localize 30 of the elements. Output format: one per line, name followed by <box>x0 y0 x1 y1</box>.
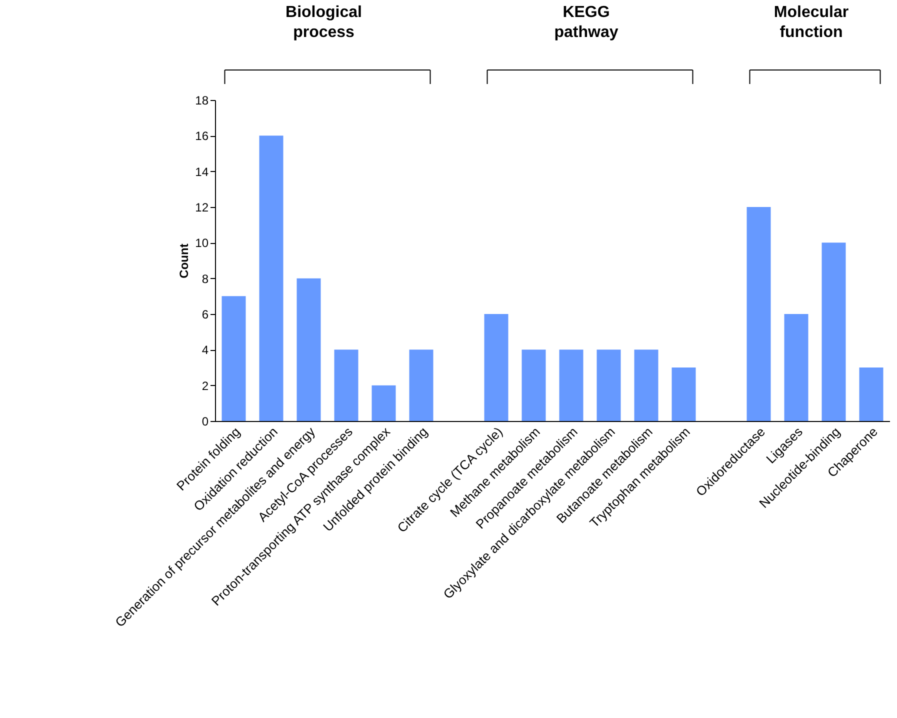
y-tick-label: 6 <box>202 308 209 322</box>
bar <box>222 296 246 421</box>
y-tick-label: 4 <box>202 343 209 358</box>
bar <box>409 350 434 421</box>
y-tick-label: 16 <box>195 129 209 144</box>
bar <box>334 350 358 421</box>
bar <box>522 350 546 421</box>
bar <box>484 314 508 421</box>
bar <box>372 385 396 421</box>
y-tick-label: 12 <box>195 200 209 214</box>
y-axis-title: Count <box>177 244 192 278</box>
bar <box>672 368 696 421</box>
y-tick-label: 0 <box>202 414 209 428</box>
bar <box>822 242 846 421</box>
bar <box>596 350 621 421</box>
bar <box>634 350 658 421</box>
y-tick-label: 10 <box>195 236 209 250</box>
bar <box>259 136 284 421</box>
text: KEGG pathway <box>554 4 618 41</box>
bar <box>746 207 771 421</box>
bar <box>559 350 584 421</box>
bar <box>784 314 808 421</box>
text: Biological process <box>286 4 362 41</box>
y-tick-label: 2 <box>202 378 209 393</box>
y-tick-label: 8 <box>202 272 209 286</box>
bar <box>296 278 321 421</box>
bar <box>859 368 884 421</box>
text: Molecular function <box>774 4 849 41</box>
y-tick-label: 18 <box>195 94 209 108</box>
y-tick-label: 14 <box>195 164 209 179</box>
